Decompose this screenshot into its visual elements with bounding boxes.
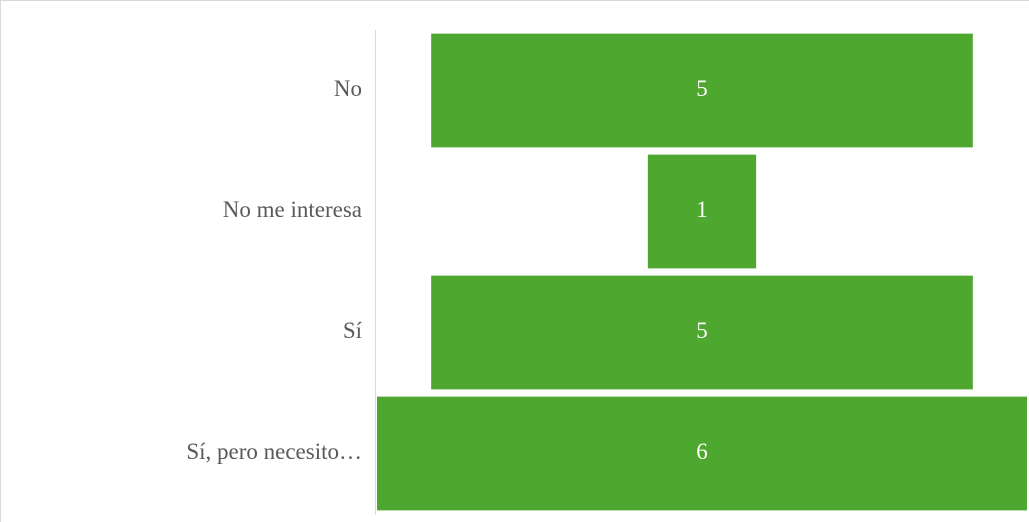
- bar: [377, 396, 1027, 511]
- category-label: No: [334, 76, 362, 101]
- category-label: Sí: [343, 318, 363, 343]
- bar: [647, 154, 757, 269]
- data-label: 5: [696, 76, 708, 101]
- category-label: Sí, pero necesito…: [186, 439, 362, 464]
- data-label: 5: [696, 318, 708, 343]
- category-label: No me interesa: [223, 197, 362, 222]
- data-label: 1: [696, 197, 708, 222]
- bar: [431, 275, 973, 390]
- data-label: 6: [696, 439, 708, 464]
- bar: [431, 33, 973, 148]
